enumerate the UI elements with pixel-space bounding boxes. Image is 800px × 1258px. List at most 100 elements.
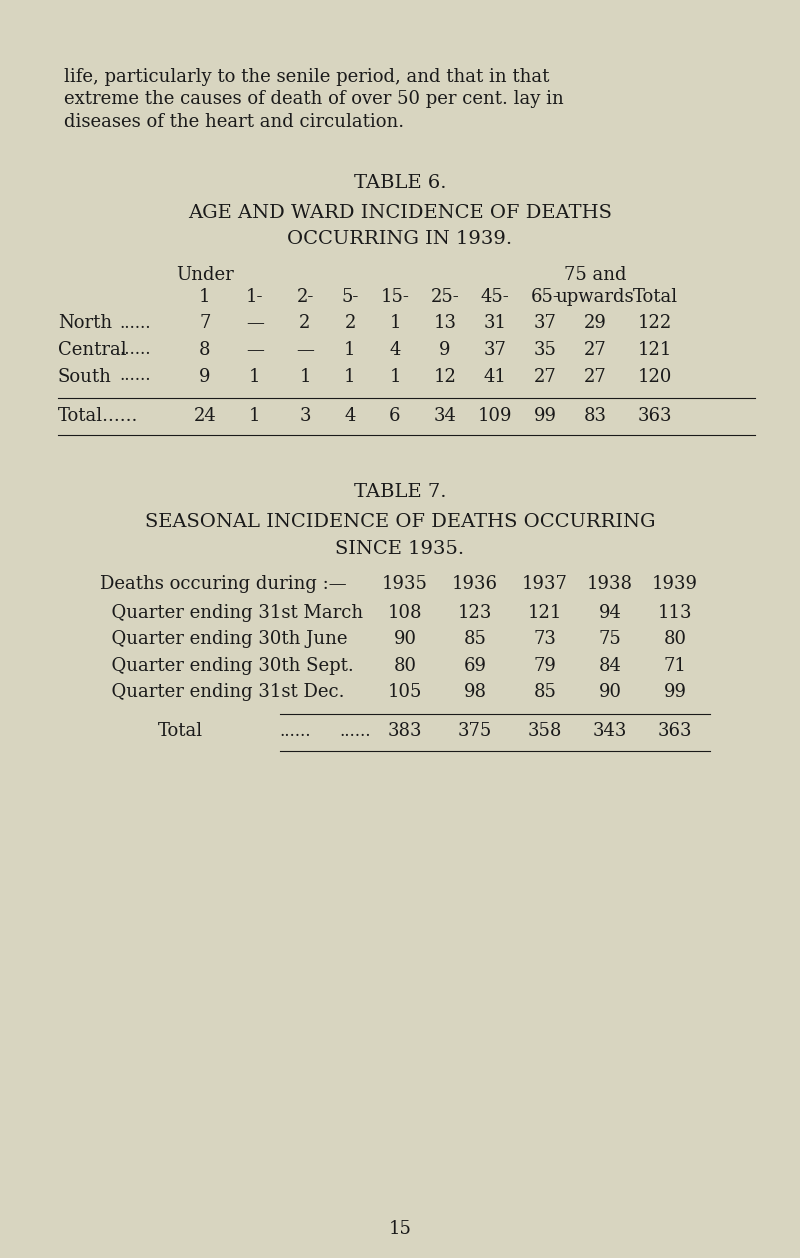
Text: 15-: 15- (381, 288, 410, 306)
Text: 27: 27 (584, 367, 606, 385)
Text: 37: 37 (534, 314, 557, 332)
Text: 363: 363 (638, 408, 672, 425)
Text: 13: 13 (434, 314, 457, 332)
Text: Quarter ending 30th June: Quarter ending 30th June (100, 630, 347, 648)
Text: 1937: 1937 (522, 575, 568, 593)
Text: 98: 98 (463, 683, 486, 701)
Text: North: North (58, 314, 112, 332)
Text: SINCE 1935.: SINCE 1935. (335, 540, 465, 559)
Text: Total......: Total...... (58, 408, 138, 425)
Text: 120: 120 (638, 367, 672, 385)
Text: OCCURRING IN 1939.: OCCURRING IN 1939. (287, 230, 513, 249)
Text: —: — (246, 314, 264, 332)
Text: 99: 99 (534, 408, 557, 425)
Text: 71: 71 (663, 657, 686, 674)
Text: 35: 35 (534, 341, 557, 359)
Text: 75 and: 75 and (564, 265, 626, 283)
Text: 4: 4 (344, 408, 356, 425)
Text: Total: Total (633, 288, 678, 306)
Text: 6: 6 (390, 408, 401, 425)
Text: 85: 85 (534, 683, 557, 701)
Text: 73: 73 (534, 630, 557, 648)
Text: 90: 90 (394, 630, 417, 648)
Text: 27: 27 (584, 341, 606, 359)
Text: 121: 121 (528, 604, 562, 621)
Text: SEASONAL INCIDENCE OF DEATHS OCCURRING: SEASONAL INCIDENCE OF DEATHS OCCURRING (145, 513, 655, 531)
Text: 15: 15 (389, 1220, 411, 1238)
Text: 109: 109 (478, 408, 512, 425)
Text: 1: 1 (390, 367, 401, 385)
Text: 375: 375 (458, 722, 492, 741)
Text: Quarter ending 31st Dec.: Quarter ending 31st Dec. (100, 683, 345, 701)
Text: 1935: 1935 (382, 575, 428, 593)
Text: 123: 123 (458, 604, 492, 621)
Text: 2: 2 (299, 314, 310, 332)
Text: ......: ...... (339, 722, 370, 740)
Text: 84: 84 (598, 657, 622, 674)
Text: 113: 113 (658, 604, 692, 621)
Text: 94: 94 (598, 604, 622, 621)
Text: 1-: 1- (246, 288, 264, 306)
Text: 383: 383 (388, 722, 422, 741)
Text: 80: 80 (663, 630, 686, 648)
Text: 2: 2 (344, 314, 356, 332)
Text: Quarter ending 31st March: Quarter ending 31st March (100, 604, 363, 621)
Text: 80: 80 (394, 657, 417, 674)
Text: Total: Total (158, 722, 202, 741)
Text: Quarter ending 30th Sept.: Quarter ending 30th Sept. (100, 657, 354, 674)
Text: 34: 34 (434, 408, 457, 425)
Text: 7: 7 (199, 314, 210, 332)
Text: 1938: 1938 (587, 575, 633, 593)
Text: life, particularly to the senile period, and that in that: life, particularly to the senile period,… (64, 68, 550, 86)
Text: 4: 4 (390, 341, 401, 359)
Text: 105: 105 (388, 683, 422, 701)
Text: 1: 1 (250, 367, 261, 385)
Text: 27: 27 (534, 367, 556, 385)
Text: 1: 1 (199, 288, 210, 306)
Text: 1: 1 (299, 367, 310, 385)
Text: 45-: 45- (481, 288, 510, 306)
Text: 75: 75 (598, 630, 622, 648)
Text: 122: 122 (638, 314, 672, 332)
Text: 83: 83 (583, 408, 606, 425)
Text: South: South (58, 367, 112, 385)
Text: —: — (296, 341, 314, 359)
Text: 29: 29 (583, 314, 606, 332)
Text: 108: 108 (388, 604, 422, 621)
Text: 31: 31 (483, 314, 506, 332)
Text: extreme the causes of death of over 50 per cent. lay in: extreme the causes of death of over 50 p… (64, 91, 564, 108)
Text: TABLE 6.: TABLE 6. (354, 174, 446, 191)
Text: 41: 41 (483, 367, 506, 385)
Text: 1: 1 (250, 408, 261, 425)
Text: 99: 99 (663, 683, 686, 701)
Text: Central: Central (58, 341, 126, 359)
Text: 8: 8 (199, 341, 210, 359)
Text: 3: 3 (299, 408, 310, 425)
Text: Under: Under (176, 265, 234, 283)
Text: 5-: 5- (342, 288, 358, 306)
Text: ......: ...... (279, 722, 310, 740)
Text: 90: 90 (598, 683, 622, 701)
Text: 25-: 25- (430, 288, 459, 306)
Text: 2-: 2- (296, 288, 314, 306)
Text: 121: 121 (638, 341, 672, 359)
Text: 363: 363 (658, 722, 692, 741)
Text: 9: 9 (199, 367, 210, 385)
Text: 37: 37 (483, 341, 506, 359)
Text: 1: 1 (390, 314, 401, 332)
Text: ......: ...... (119, 367, 150, 385)
Text: 358: 358 (528, 722, 562, 741)
Text: 343: 343 (593, 722, 627, 741)
Text: —: — (246, 341, 264, 359)
Text: 9: 9 (439, 341, 450, 359)
Text: 65-: 65- (530, 288, 559, 306)
Text: 85: 85 (463, 630, 486, 648)
Text: 1939: 1939 (652, 575, 698, 593)
Text: ......: ...... (119, 341, 150, 359)
Text: 1: 1 (344, 367, 356, 385)
Text: 1: 1 (344, 341, 356, 359)
Text: diseases of the heart and circulation.: diseases of the heart and circulation. (64, 113, 404, 131)
Text: Deaths occuring during :—: Deaths occuring during :— (100, 575, 346, 593)
Text: 12: 12 (434, 367, 457, 385)
Text: 69: 69 (463, 657, 486, 674)
